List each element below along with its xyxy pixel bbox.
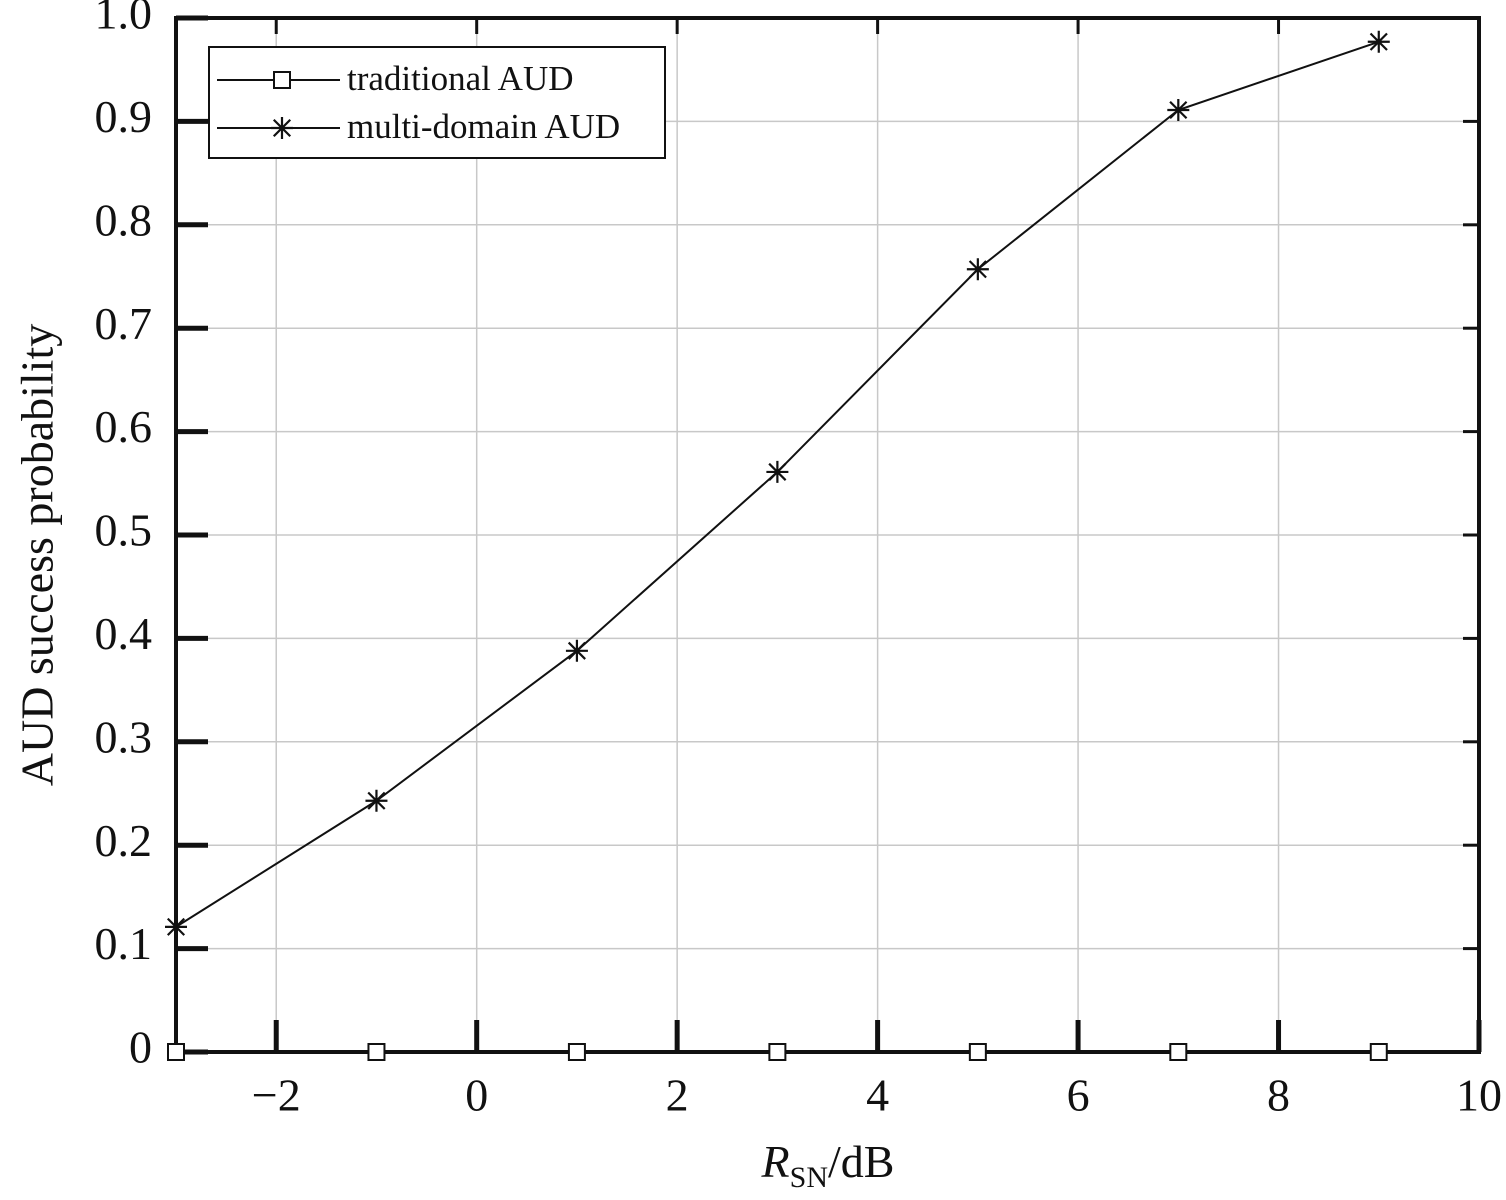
x-axis-title-unit: /dB xyxy=(828,1136,894,1187)
y-tick-label: 0.8 xyxy=(95,194,153,245)
y-tick-label: 0.2 xyxy=(95,815,153,866)
legend-label: multi-domain AUD xyxy=(347,107,620,146)
legend-box xyxy=(208,46,666,159)
x-tick-label: 2 xyxy=(666,1070,689,1121)
y-axis-title: AUD success probability xyxy=(12,324,63,786)
marker xyxy=(966,258,989,281)
marker xyxy=(167,1043,185,1061)
legend-label: traditional AUD xyxy=(347,59,574,98)
x-tick-label: 4 xyxy=(866,1070,889,1121)
legend-marker xyxy=(273,71,291,89)
x-tick-label: 8 xyxy=(1267,1070,1290,1121)
y-tick-label: 0.3 xyxy=(95,711,153,762)
x-axis-title-main: R xyxy=(761,1136,790,1187)
marker xyxy=(968,1043,987,1061)
y-tick-label: 0.9 xyxy=(95,91,153,142)
marker xyxy=(565,639,588,662)
x-tick-label: 0 xyxy=(465,1070,488,1121)
marker xyxy=(1167,99,1190,122)
legend-marker xyxy=(271,117,293,139)
y-tick-label: 0 xyxy=(129,1022,152,1073)
marker xyxy=(365,789,388,812)
y-tick-label: 0.5 xyxy=(95,505,153,556)
marker xyxy=(567,1043,586,1061)
marker xyxy=(367,1043,386,1061)
marker xyxy=(768,1043,787,1061)
x-axis-title-subscript: SN xyxy=(790,1161,828,1194)
x-tick-label: −2 xyxy=(252,1070,301,1121)
series-line xyxy=(175,40,1380,928)
marker xyxy=(1169,1043,1188,1061)
marker xyxy=(1369,1043,1388,1061)
y-tick-label: 0.7 xyxy=(95,298,153,349)
y-tick-label: 0.6 xyxy=(95,401,153,452)
y-tick-label: 0.4 xyxy=(95,608,153,659)
y-tick-label: 0.1 xyxy=(95,918,153,969)
marker xyxy=(1367,30,1390,53)
y-tick-label: 1.0 xyxy=(95,0,153,39)
x-tick-label: 6 xyxy=(1067,1070,1090,1121)
x-tick-label: 10 xyxy=(1456,1070,1502,1121)
marker xyxy=(766,460,789,483)
legend: traditional AUD multi-domain AUD xyxy=(208,46,666,159)
x-axis-title: RSN/dB xyxy=(761,1136,895,1194)
marker xyxy=(165,915,187,938)
